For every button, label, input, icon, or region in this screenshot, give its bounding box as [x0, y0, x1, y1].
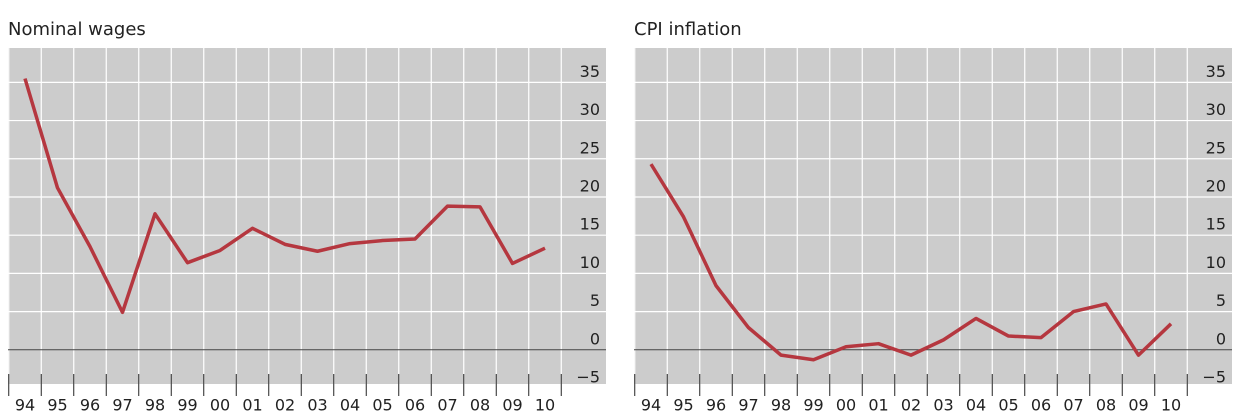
- y-tick-label: 35: [580, 62, 600, 81]
- y-tick-label: 5: [590, 291, 600, 310]
- y-tick-label: −5: [576, 368, 600, 387]
- data-line: [23, 78, 546, 315]
- x-tick-label: 97: [112, 396, 132, 415]
- data-line: [649, 163, 1173, 362]
- y-tick-label: 20: [580, 176, 600, 195]
- x-tick-label: 04: [966, 396, 986, 415]
- x-tick-label: 02: [275, 396, 295, 415]
- y-tick-label: 15: [1206, 215, 1226, 234]
- x-tick-label: 09: [1128, 396, 1148, 415]
- y-tick-label: 30: [580, 100, 600, 119]
- x-tick-label: 99: [803, 396, 823, 415]
- y-tick-label: 10: [1206, 253, 1226, 272]
- x-tick-label: 00: [836, 396, 856, 415]
- y-tick-label: 0: [1216, 329, 1226, 348]
- y-tick-label: 25: [580, 138, 600, 157]
- x-tick-label: 06: [405, 396, 425, 415]
- y-tick-label: 35: [1206, 62, 1226, 81]
- x-tick-label: 98: [771, 396, 791, 415]
- x-tick-label: 94: [641, 396, 661, 415]
- x-tick-label: 01: [242, 396, 262, 415]
- x-tick-label: 09: [502, 396, 522, 415]
- y-tick-label: 30: [1206, 100, 1226, 119]
- x-tick-label: 00: [210, 396, 230, 415]
- x-tick-label: 94: [15, 396, 35, 415]
- x-tick-label: 02: [901, 396, 921, 415]
- y-tick-label: 5: [1216, 291, 1226, 310]
- x-tick-label: 01: [868, 396, 888, 415]
- y-tick-label: 0: [590, 329, 600, 348]
- x-tick-label: 10: [1161, 396, 1181, 415]
- x-tick-label: 96: [706, 396, 726, 415]
- x-tick-label: 08: [470, 396, 490, 415]
- x-tick-label: 07: [1063, 396, 1083, 415]
- chart-title: CPI inflation: [634, 19, 742, 40]
- x-tick-label: 96: [80, 396, 100, 415]
- x-tick-label: 95: [673, 396, 693, 415]
- x-tick-label: 06: [1031, 396, 1051, 415]
- y-tick-label: 10: [580, 253, 600, 272]
- x-tick-label: 03: [933, 396, 953, 415]
- plot-area: [8, 48, 606, 384]
- x-tick-label: 10: [535, 396, 555, 415]
- y-tick-label: 15: [580, 215, 600, 234]
- x-tick-label: 97: [738, 396, 758, 415]
- x-tick-label: 05: [998, 396, 1018, 415]
- y-tick-label: 25: [1206, 138, 1226, 157]
- x-tick-label: 05: [372, 396, 392, 415]
- chart-title: Nominal wages: [8, 19, 146, 40]
- x-tick-label: 07: [437, 396, 457, 415]
- y-tick-label: −5: [1202, 368, 1226, 387]
- y-tick-label: 20: [1206, 176, 1226, 195]
- x-tick-label: 03: [307, 396, 327, 415]
- x-tick-label: 98: [145, 396, 165, 415]
- x-tick-label: 99: [177, 396, 197, 415]
- plot-area: [634, 48, 1232, 384]
- x-tick-label: 04: [340, 396, 360, 415]
- x-tick-label: 95: [47, 396, 67, 415]
- x-tick-label: 08: [1096, 396, 1116, 415]
